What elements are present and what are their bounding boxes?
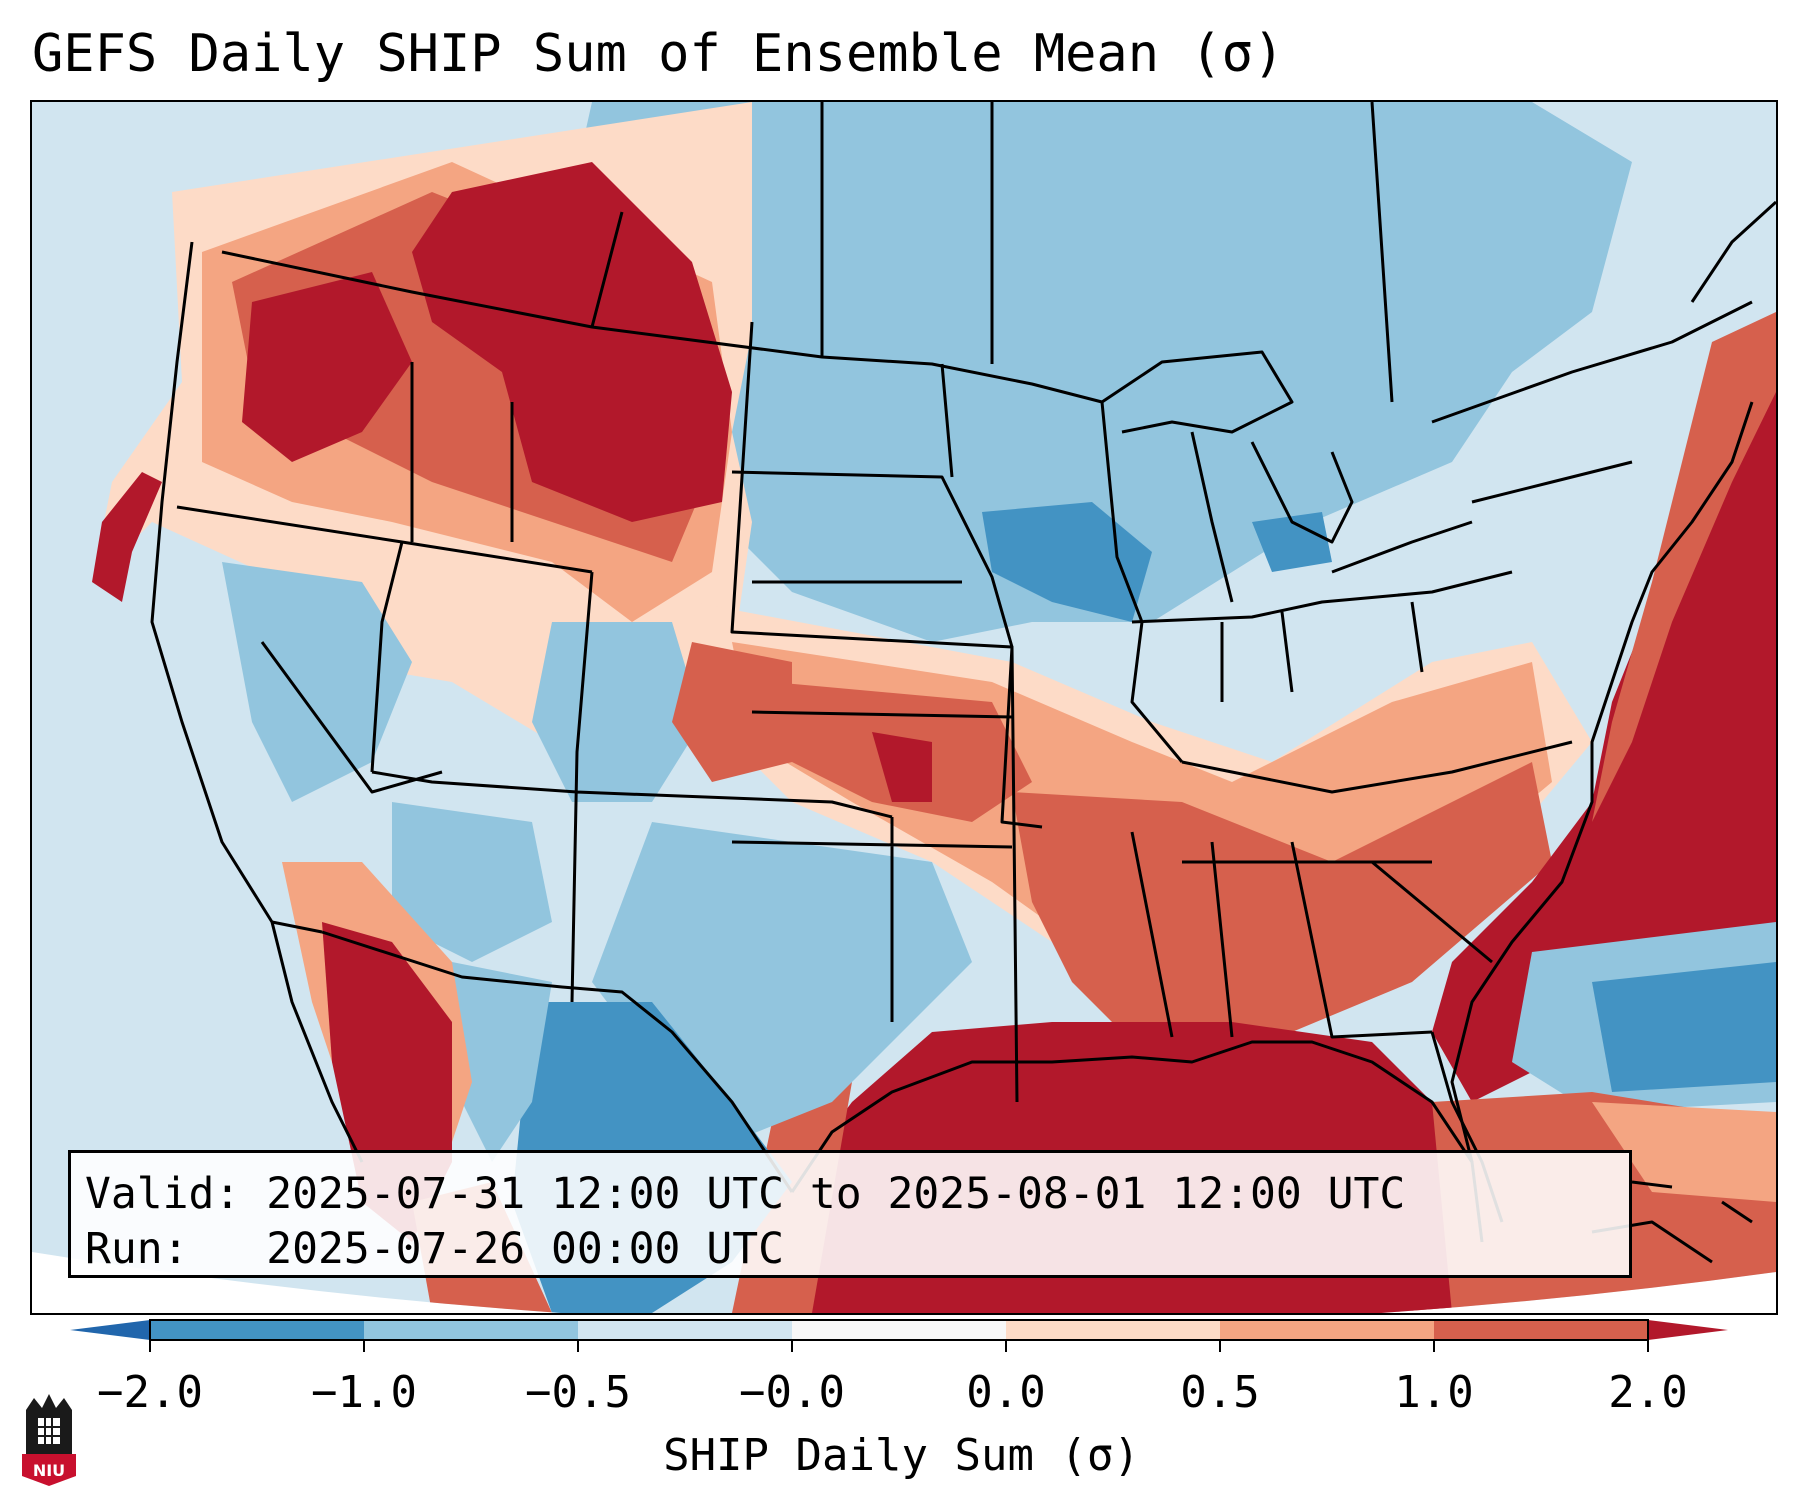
colorbar-tick-label: 1.0 bbox=[1394, 1367, 1474, 1418]
colorbar-tick-label: 0.0 bbox=[966, 1367, 1046, 1418]
shaded-field bbox=[32, 102, 1776, 1313]
valid-run-info-box: Valid: 2025-07-31 12:00 UTC to 2025-08-0… bbox=[68, 1150, 1632, 1278]
colorbar-tick-label: 2.0 bbox=[1608, 1367, 1688, 1418]
colorbar-tick-label: 0.5 bbox=[1180, 1367, 1260, 1418]
valid-time-text: Valid: 2025-07-31 12:00 UTC to 2025-08-0… bbox=[85, 1169, 1406, 1219]
atlantic-coastline bbox=[1450, 401, 1754, 1163]
colorbar-tick-label: −2.0 bbox=[97, 1367, 203, 1418]
colorbar-under-extension bbox=[70, 1320, 150, 1340]
region-arizona-neg bbox=[392, 802, 552, 962]
gulf-coastline bbox=[790, 1040, 1484, 1243]
colorbar-bin bbox=[364, 1320, 579, 1340]
great-lakes-outline bbox=[1101, 350, 1633, 603]
colorbar-outline bbox=[149, 1319, 1649, 1341]
region-upper-midwest-strong-neg bbox=[982, 502, 1152, 622]
colorbar-label: SHIP Daily Sum (σ) bbox=[663, 1430, 1140, 1481]
region-southeast-strong bbox=[1012, 762, 1552, 1042]
colorbar-bins bbox=[150, 1320, 1649, 1340]
pacific-coastline bbox=[150, 241, 364, 1163]
logo-shield-icon bbox=[22, 1454, 76, 1486]
colorbar-bin bbox=[578, 1320, 793, 1340]
map-title: GEFS Daily SHIP Sum of Ensemble Mean (σ) bbox=[32, 24, 1285, 84]
canada-province-lines bbox=[820, 102, 1776, 403]
region-atlantic-ocean-strong-neg bbox=[1592, 962, 1776, 1092]
region-intermountain-neg bbox=[222, 562, 412, 802]
colorbar-bin bbox=[792, 1320, 1007, 1340]
region-oregon-extreme bbox=[242, 272, 412, 462]
region-kansas-extreme bbox=[872, 732, 932, 802]
colorbar-bin bbox=[1434, 1320, 1649, 1340]
run-time-text: Run: 2025-07-26 00:00 UTC bbox=[85, 1224, 784, 1274]
colorbar-tick-label: −0.5 bbox=[525, 1367, 631, 1418]
region-oregon-coast-extreme bbox=[92, 472, 162, 602]
region-great-lakes-strong-neg bbox=[1252, 512, 1332, 572]
logo-window-grid-icon bbox=[38, 1418, 60, 1444]
colorbar-bin bbox=[1220, 1320, 1435, 1340]
us-mexico-border bbox=[321, 930, 794, 1193]
map-panel bbox=[30, 100, 1778, 1315]
colorbar-ticks bbox=[149, 1340, 1649, 1352]
colorbar bbox=[70, 1319, 1728, 1352]
region-four-corners-neg bbox=[532, 622, 702, 802]
logo-text: NIU bbox=[33, 1461, 65, 1480]
colorbar-over-extension bbox=[1648, 1320, 1728, 1340]
region-caribbean-pos bbox=[1592, 1102, 1776, 1202]
state-lines-east bbox=[1130, 570, 1513, 1039]
colorbar-bin bbox=[1006, 1320, 1221, 1340]
region-colorado-strong bbox=[672, 642, 792, 782]
colorbar-bin bbox=[150, 1320, 365, 1340]
political-boundaries bbox=[150, 102, 1776, 1264]
region-atlantic-strong bbox=[1592, 312, 1776, 822]
niu-logo: NIU bbox=[22, 1394, 76, 1486]
region-mexico-neg bbox=[452, 962, 552, 1162]
ship-map bbox=[32, 102, 1776, 1313]
logo-window-icon bbox=[38, 1418, 60, 1444]
region-montana-extreme bbox=[412, 162, 732, 522]
colorbar-tick-label: −1.0 bbox=[311, 1367, 417, 1418]
colorbar-tick-label: −0.0 bbox=[739, 1367, 845, 1418]
region-north-central-neg bbox=[572, 102, 1632, 642]
